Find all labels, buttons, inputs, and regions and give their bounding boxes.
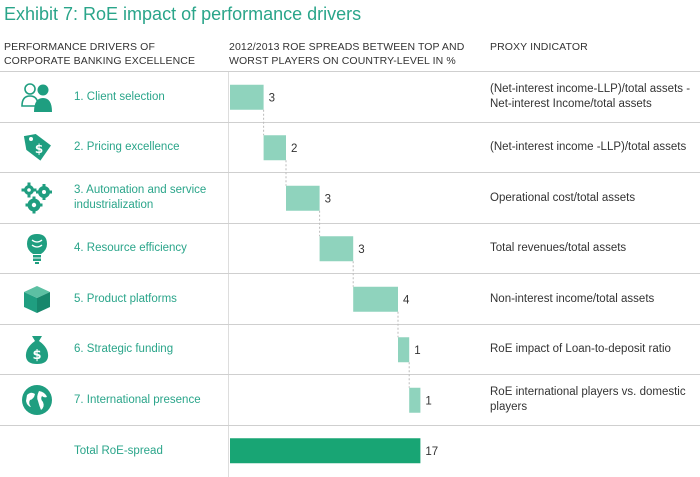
bar (398, 337, 410, 363)
bar (353, 286, 398, 312)
box-icon (24, 286, 50, 313)
driver-label: 1. Client selection (74, 90, 165, 103)
people-icon (21, 83, 52, 112)
data-label: 2 (291, 143, 297, 155)
total-label: Total RoE-spread (74, 444, 163, 457)
bar (230, 84, 264, 110)
table-row: $ 6. Strategic funding RoE impact of Loa… (0, 324, 700, 374)
table-row: 5. Product platforms Non-interest income… (0, 274, 700, 324)
proxy-indicator: Non-interest income/total assets (490, 292, 655, 305)
driver-label: 7. International presence (74, 393, 201, 406)
price-tag-icon: $ (23, 134, 51, 161)
proxy-indicator: RoE impact of Loan-to-deposit ratio (490, 342, 671, 355)
gears-icon (21, 182, 52, 214)
header-spreads: 2012/2013 RoE SPREADS BETWEEN TOP AND WO… (229, 41, 465, 67)
proxy-indicator: RoE international players vs. domestic p… (490, 386, 686, 413)
globe-icon (22, 385, 52, 415)
table-row: 1. Client selection (Net-interest income… (0, 72, 700, 122)
table-row: 7. International presence RoE internatio… (0, 375, 700, 425)
light-bulb-icon (27, 234, 47, 264)
row-divider (0, 374, 700, 375)
driver-label: 4. Resource efficiency (74, 241, 187, 254)
data-label: 4 (403, 294, 410, 306)
driver-label: 6. Strategic funding (74, 342, 174, 355)
data-label: 1 (425, 395, 431, 407)
data-label: 3 (358, 244, 364, 256)
row-divider (0, 425, 700, 426)
table-row: Total RoE-spread (0, 426, 700, 476)
column-divider (228, 72, 229, 477)
table-row: 4. Resource efficiency Total revenues/to… (0, 223, 700, 273)
data-label: 1 (414, 345, 420, 357)
row-divider (0, 172, 700, 173)
proxy-indicator: Operational cost/total assets (490, 191, 636, 204)
money-bag-icon: $ (25, 336, 49, 364)
row-divider (0, 122, 700, 123)
row-divider (0, 324, 700, 325)
driver-label: 3. Automation and service industrializat… (74, 184, 207, 211)
data-label: 17 (425, 446, 438, 458)
table-row: $ 2. Pricing excellence (Net-interest in… (0, 122, 700, 172)
chart-title: Exhibit 7: RoE impact of performance dri… (4, 4, 362, 24)
table-row: 3. Automation and service industrializat… (0, 173, 700, 223)
svg-text:$: $ (32, 348, 41, 363)
proxy-indicator: Total revenues/total assets (490, 241, 627, 254)
bar (409, 387, 421, 413)
header-drivers: PERFORMANCE DRIVERS OF CORPORATE BANKING… (4, 41, 196, 67)
row-divider (0, 273, 700, 274)
bar (286, 185, 320, 211)
row-divider (0, 223, 700, 224)
svg-text:$: $ (35, 142, 43, 156)
data-label: 3 (325, 193, 331, 205)
driver-label: 2. Pricing excellence (74, 140, 180, 153)
bar (319, 236, 354, 262)
bar (263, 135, 286, 161)
header-proxy: PROXY INDICATOR (490, 41, 588, 53)
total-bar (230, 438, 421, 464)
row-divider (0, 71, 700, 72)
driver-label: 5. Product platforms (74, 292, 177, 305)
data-label: 3 (269, 92, 275, 104)
proxy-indicator: (Net-interest income-LLP)/total assets -… (490, 83, 691, 110)
proxy-indicator: (Net-interest income -LLP)/total assets (490, 140, 687, 153)
